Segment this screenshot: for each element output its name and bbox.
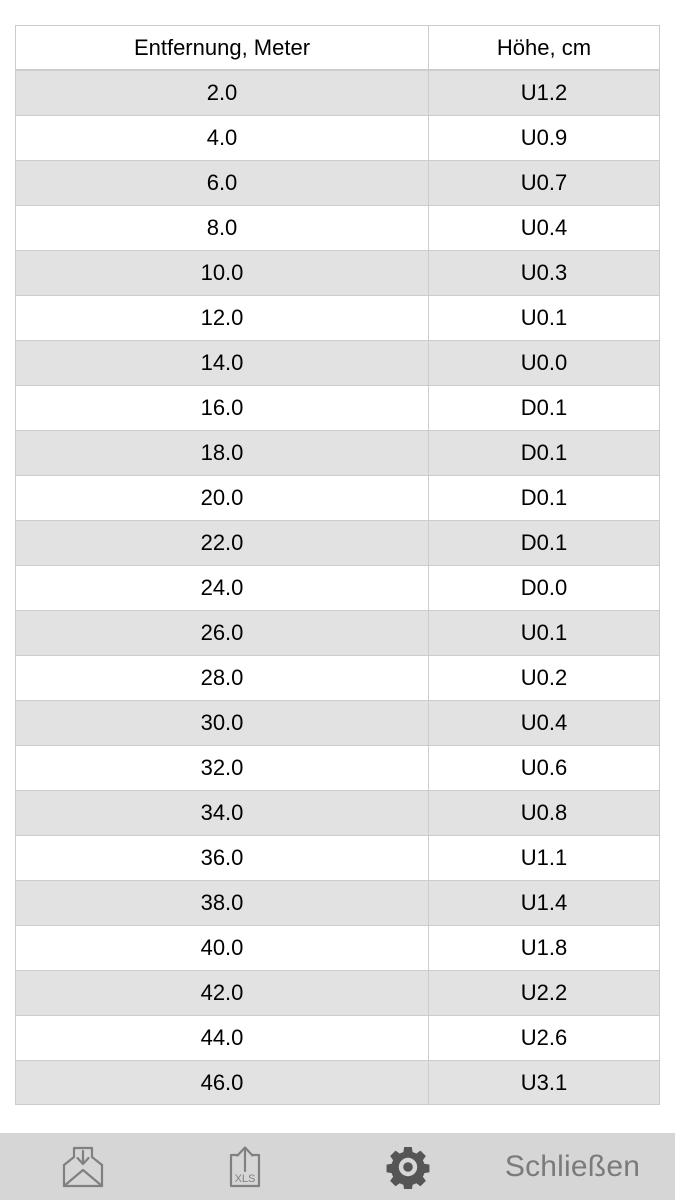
table-cell-height: D0.1 (428, 430, 660, 475)
table-cell-height: U0.1 (428, 610, 660, 655)
table-cell-height: U1.8 (428, 925, 660, 970)
table-cell-height: U0.4 (428, 700, 660, 745)
table-cell-height: U2.2 (428, 970, 660, 1015)
table-cell-height: U1.1 (428, 835, 660, 880)
table-cell-distance: 42.0 (15, 970, 428, 1015)
table-cell-height: D0.1 (428, 385, 660, 430)
table-cell-distance: 36.0 (15, 835, 428, 880)
table-cell-height: D0.0 (428, 565, 660, 610)
table-cell-distance: 18.0 (15, 430, 428, 475)
table-cell-distance: 26.0 (15, 610, 428, 655)
export-xls-button[interactable]: XLS (165, 1133, 325, 1200)
import-email-button[interactable] (0, 1133, 165, 1200)
table-cell-distance: 30.0 (15, 700, 428, 745)
table-cell-height: U0.3 (428, 250, 660, 295)
table-cell-distance: 12.0 (15, 295, 428, 340)
svg-text:XLS: XLS (235, 1173, 256, 1185)
table-cell-height: U0.2 (428, 655, 660, 700)
table-row[interactable]: 28.0 U0.2 (15, 655, 660, 700)
table-row[interactable]: 6.0 U0.7 (15, 160, 660, 205)
table-cell-height: U0.8 (428, 790, 660, 835)
table-row[interactable]: 4.0 U0.9 (15, 115, 660, 160)
table-cell-height: U1.2 (428, 70, 660, 115)
table-scroll-viewport[interactable]: Entfernung, Meter Höhe, cm 2.0 U1.2 4.0 U0.… (0, 0, 675, 1133)
table-row[interactable]: 14.0 U0.0 (15, 340, 660, 385)
table-row[interactable]: 10.0 U0.3 (15, 250, 660, 295)
table-cell-distance: 24.0 (15, 565, 428, 610)
close-button[interactable]: Schließen (490, 1133, 675, 1200)
table-cell-height: U1.4 (428, 880, 660, 925)
table-cell-distance: 16.0 (15, 385, 428, 430)
table-row[interactable]: 46.0 U3.1 (15, 1060, 660, 1105)
table-cell-distance: 20.0 (15, 475, 428, 520)
table-row[interactable]: 2.0 U1.2 (15, 70, 660, 115)
ballistics-table: Entfernung, Meter Höhe, cm 2.0 U1.2 4.0 U0.… (15, 25, 660, 1105)
table-cell-distance: 10.0 (15, 250, 428, 295)
table-row[interactable]: 18.0 D0.1 (15, 430, 660, 475)
table-row[interactable]: 24.0 D0.0 (15, 565, 660, 610)
table-row[interactable]: 38.0 U1.4 (15, 880, 660, 925)
table-row[interactable]: 16.0 D0.1 (15, 385, 660, 430)
table-cell-distance: 4.0 (15, 115, 428, 160)
table-row[interactable]: 32.0 U0.6 (15, 745, 660, 790)
table-cell-distance: 46.0 (15, 1060, 428, 1105)
close-button-label: Schließen (504, 1149, 641, 1183)
table-row[interactable]: 44.0 U2.6 (15, 1015, 660, 1060)
table-cell-distance: 28.0 (15, 655, 428, 700)
table-cell-height: U0.7 (428, 160, 660, 205)
table-cell-height: D0.1 (428, 520, 660, 565)
table-row[interactable]: 30.0 U0.4 (15, 700, 660, 745)
column-header-height: Höhe, cm (428, 25, 660, 70)
table-header: Entfernung, Meter Höhe, cm (15, 25, 660, 70)
table-cell-height: U0.6 (428, 745, 660, 790)
bottom-toolbar: XLS Schließen (0, 1133, 675, 1200)
table-row[interactable]: 8.0 U0.4 (15, 205, 660, 250)
table-header-row: Entfernung, Meter Höhe, cm (15, 25, 660, 70)
table-cell-height: U0.1 (428, 295, 660, 340)
table-cell-height: U0.0 (428, 340, 660, 385)
table-cell-distance: 6.0 (15, 160, 428, 205)
table-row[interactable]: 20.0 D0.1 (15, 475, 660, 520)
table-cell-height: U0.9 (428, 115, 660, 160)
table-row[interactable]: 22.0 D0.1 (15, 520, 660, 565)
table-cell-distance: 22.0 (15, 520, 428, 565)
table-row[interactable]: 42.0 U2.2 (15, 970, 660, 1015)
gear-icon (386, 1145, 430, 1189)
table-cell-distance: 32.0 (15, 745, 428, 790)
table-cell-distance: 8.0 (15, 205, 428, 250)
table-cell-distance: 34.0 (15, 790, 428, 835)
envelope-download-icon (60, 1145, 106, 1189)
table-cell-distance: 14.0 (15, 340, 428, 385)
settings-button[interactable] (325, 1133, 490, 1200)
table-cell-distance: 40.0 (15, 925, 428, 970)
table-cell-height: U3.1 (428, 1060, 660, 1105)
table-row[interactable]: 26.0 U0.1 (15, 610, 660, 655)
table-cell-distance: 38.0 (15, 880, 428, 925)
table-cell-height: U0.4 (428, 205, 660, 250)
table-row[interactable]: 34.0 U0.8 (15, 790, 660, 835)
table-row[interactable]: 40.0 U1.8 (15, 925, 660, 970)
table-cell-height: D0.1 (428, 475, 660, 520)
xls-upload-icon: XLS (222, 1143, 268, 1191)
table-cell-distance: 2.0 (15, 70, 428, 115)
table-cell-distance: 44.0 (15, 1015, 428, 1060)
table-body: 2.0 U1.2 4.0 U0.9 6.0 U0.7 8.0 U0.4 10.0 U0.3 12.0… (15, 70, 660, 1105)
column-header-distance: Entfernung, Meter (15, 25, 428, 70)
table-cell-height: U2.6 (428, 1015, 660, 1060)
table-row[interactable]: 12.0 U0.1 (15, 295, 660, 340)
table-row[interactable]: 36.0 U1.1 (15, 835, 660, 880)
